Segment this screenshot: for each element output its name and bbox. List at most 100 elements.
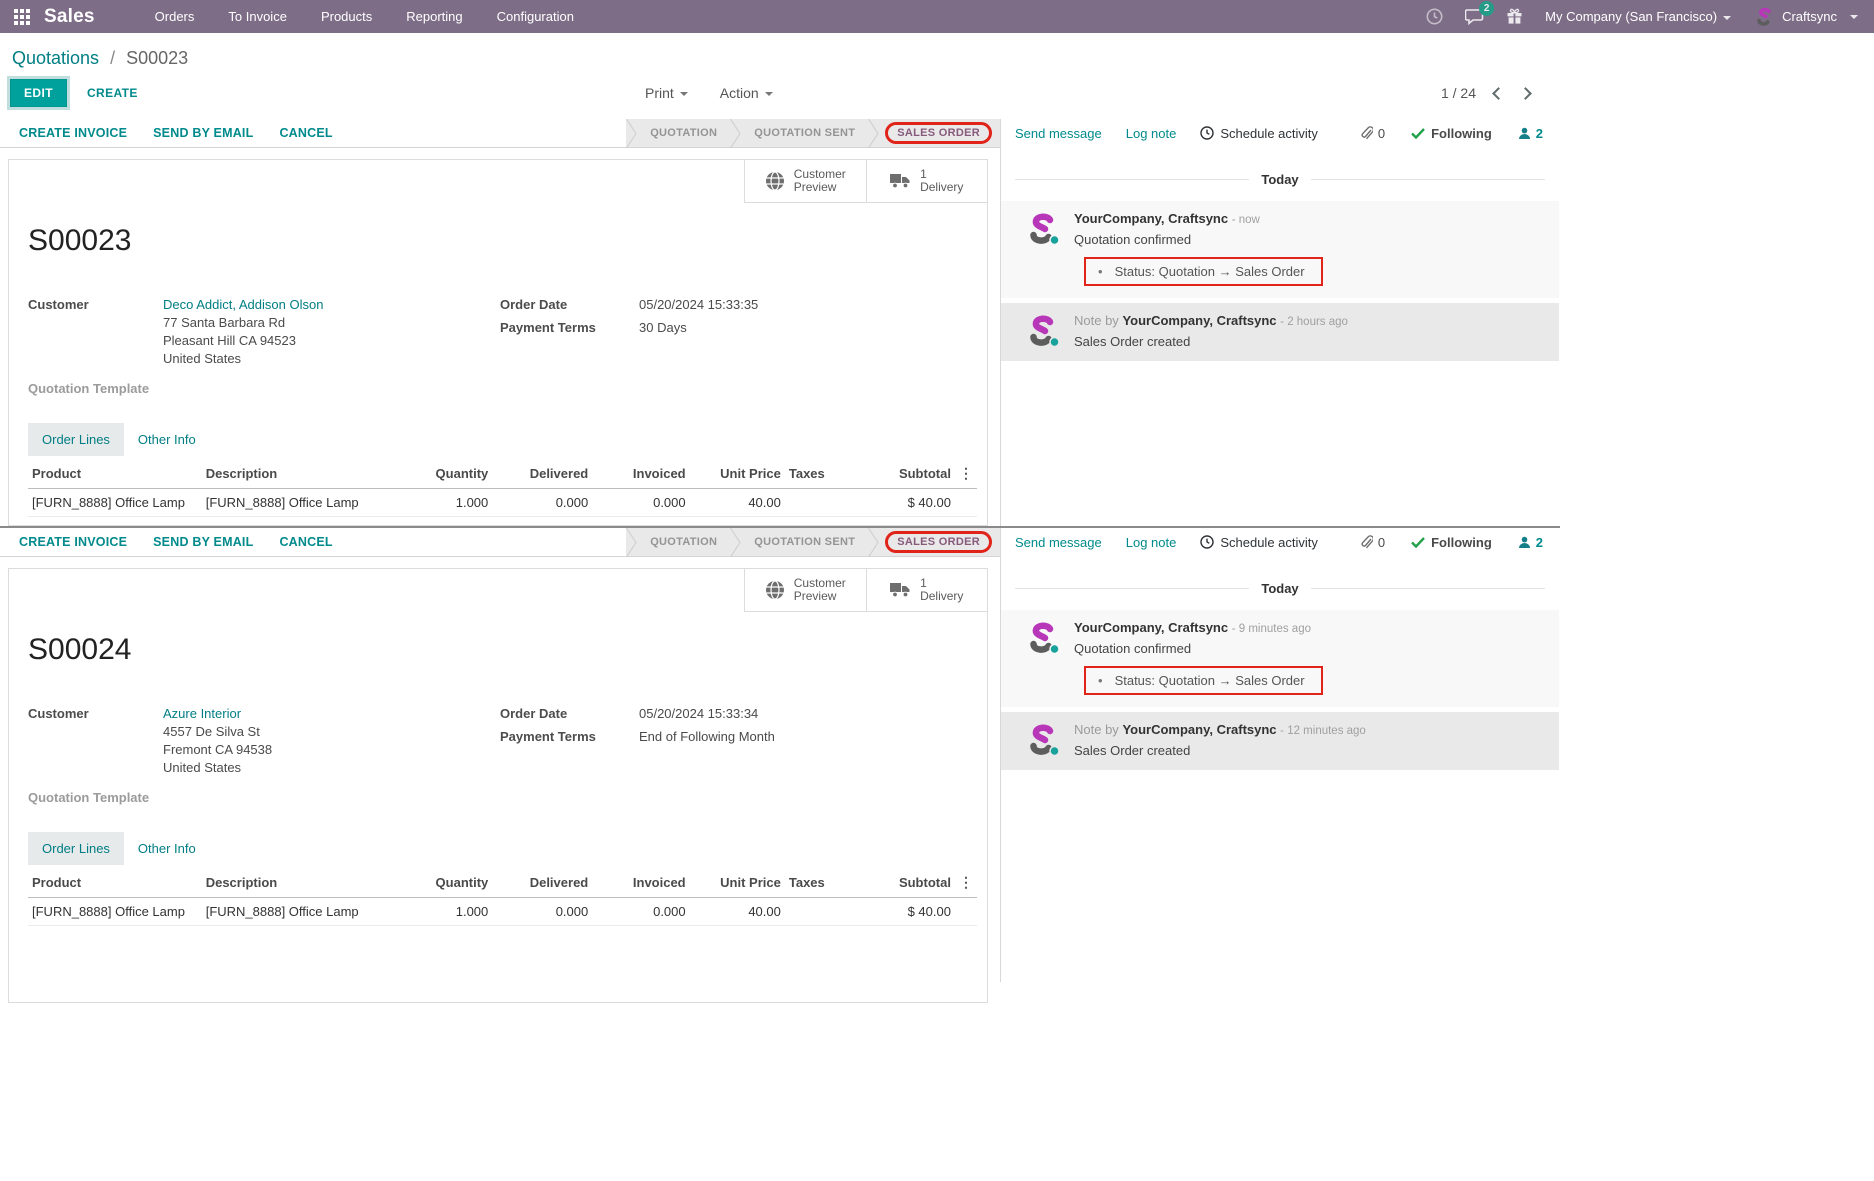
step-separator bbox=[868, 118, 879, 148]
edit-button[interactable]: EDIT bbox=[10, 79, 67, 107]
col-product: Product bbox=[28, 868, 202, 898]
schedule-activity-button[interactable]: Schedule activity bbox=[1200, 126, 1318, 141]
pager-previous-icon[interactable] bbox=[1492, 86, 1505, 100]
send-message-button[interactable]: Send message bbox=[1015, 125, 1102, 141]
user-menu[interactable]: Craftsync bbox=[1753, 6, 1858, 28]
chatter: Send message Log note Schedule activity … bbox=[1001, 528, 1559, 982]
day-divider: Today bbox=[1015, 172, 1545, 187]
payment-terms-value: 30 Days bbox=[639, 320, 687, 335]
log-note-button[interactable]: Log note bbox=[1125, 125, 1177, 141]
top-navbar: Sales Orders To Invoice Products Reporti… bbox=[0, 0, 1874, 33]
customer-preview-button[interactable]: Customer Preview bbox=[745, 160, 866, 202]
message-author[interactable]: YourCompany, Craftsync bbox=[1122, 722, 1277, 737]
activities-clock-icon[interactable] bbox=[1426, 8, 1443, 25]
create-button[interactable]: CREATE bbox=[86, 86, 138, 100]
record-s00023: CREATE INVOICE SEND BY EMAIL CANCEL QUOT… bbox=[0, 118, 1560, 526]
clock-icon bbox=[1200, 126, 1215, 140]
optional-columns-icon[interactable]: ⋮ bbox=[954, 459, 977, 489]
schedule-activity-button[interactable]: Schedule activity bbox=[1200, 535, 1318, 550]
order-lines-table: Product Description Quantity Delivered I… bbox=[28, 459, 977, 517]
tab-other-info[interactable]: Other Info bbox=[137, 841, 196, 856]
step-separator bbox=[730, 118, 741, 148]
status-step-quotation[interactable]: QUOTATION bbox=[650, 127, 718, 139]
order-line-row[interactable]: [FURN_8888] Office Lamp [FURN_8888] Offi… bbox=[28, 488, 977, 517]
send-by-email-button[interactable]: SEND BY EMAIL bbox=[153, 535, 254, 549]
note-prefix: Note by bbox=[1074, 722, 1119, 737]
form-sheet: Customer Preview 1 Delivery S00024 Custome… bbox=[8, 568, 988, 1003]
cancel-button[interactable]: CANCEL bbox=[279, 126, 333, 140]
status-step-quotation-sent[interactable]: QUOTATION SENT bbox=[754, 536, 856, 548]
globe-icon bbox=[765, 171, 784, 191]
customer-label: Customer bbox=[28, 297, 89, 312]
col-subtotal: Subtotal bbox=[866, 868, 955, 898]
col-taxes: Taxes bbox=[784, 868, 867, 898]
print-menu[interactable]: Print bbox=[645, 85, 688, 101]
quotation-template-label: Quotation Template bbox=[28, 381, 150, 396]
send-by-email-button[interactable]: SEND BY EMAIL bbox=[153, 126, 254, 140]
customer-link[interactable]: Deco Addict, Addison Olson bbox=[163, 297, 324, 312]
log-note-button[interactable]: Log note bbox=[1125, 534, 1177, 550]
step-separator bbox=[868, 527, 879, 557]
pager-next-icon[interactable] bbox=[1519, 86, 1532, 100]
chatter-note: Note by YourCompany, Craftsync - 12 minu… bbox=[1001, 712, 1559, 770]
message-author[interactable]: YourCompany, Craftsync bbox=[1122, 313, 1277, 328]
order-line-row[interactable]: [FURN_8888] Office Lamp [FURN_8888] Offi… bbox=[28, 897, 977, 926]
status-change-tracking-annotated: Status: Quotation → Sales Order bbox=[1084, 666, 1323, 695]
following-button[interactable]: Following bbox=[1411, 535, 1492, 550]
status-step-quotation-sent[interactable]: QUOTATION SENT bbox=[754, 127, 856, 139]
menu-reporting[interactable]: Reporting bbox=[406, 9, 463, 24]
messages-icon[interactable]: 2 bbox=[1465, 1, 1495, 25]
cancel-button[interactable]: CANCEL bbox=[279, 535, 333, 549]
chevron-down-icon bbox=[679, 92, 688, 97]
company-switcher[interactable]: My Company (San Francisco) bbox=[1545, 9, 1732, 24]
statusbar: CREATE INVOICE SEND BY EMAIL CANCEL QUOT… bbox=[0, 118, 1000, 148]
status-step-sales-order-annotated[interactable]: SALES ORDER bbox=[885, 531, 992, 553]
customer-preview-button[interactable]: Customer Preview bbox=[745, 569, 866, 611]
chevron-down-icon bbox=[764, 92, 773, 97]
day-divider: Today bbox=[1015, 581, 1545, 596]
tab-order-lines[interactable]: Order Lines bbox=[28, 832, 124, 865]
action-menu[interactable]: Action bbox=[720, 85, 773, 101]
menu-orders[interactable]: Orders bbox=[154, 9, 195, 24]
menu-products[interactable]: Products bbox=[320, 9, 373, 24]
create-invoice-button[interactable]: CREATE INVOICE bbox=[19, 535, 128, 549]
following-button[interactable]: Following bbox=[1411, 126, 1492, 141]
author-avatar bbox=[1024, 211, 1060, 247]
check-icon bbox=[1411, 127, 1425, 139]
order-date-label: Order Date bbox=[500, 706, 568, 721]
customer-label: Customer bbox=[28, 706, 89, 721]
apps-grid-icon[interactable] bbox=[14, 8, 30, 25]
menu-configuration[interactable]: Configuration bbox=[496, 9, 574, 24]
app-name[interactable]: Sales bbox=[44, 5, 95, 27]
message-author[interactable]: YourCompany, Craftsync bbox=[1074, 620, 1229, 635]
delivery-button[interactable]: 1 Delivery bbox=[865, 569, 988, 611]
send-message-button[interactable]: Send message bbox=[1015, 534, 1102, 550]
followers-button[interactable]: 2 bbox=[1518, 126, 1543, 141]
followers-button[interactable]: 2 bbox=[1518, 535, 1543, 550]
status-step-sales-order-annotated[interactable]: SALES ORDER bbox=[885, 122, 992, 144]
optional-columns-icon[interactable]: ⋮ bbox=[954, 868, 977, 898]
customer-address: 4557 De Silva St Fremont CA 94538 United… bbox=[163, 724, 273, 775]
attachment-count: 0 bbox=[1377, 125, 1386, 141]
step-separator bbox=[626, 527, 637, 557]
customer-link[interactable]: Azure Interior bbox=[163, 706, 242, 721]
col-taxes: Taxes bbox=[784, 459, 867, 489]
attachments-button[interactable]: 0 bbox=[1360, 535, 1385, 550]
col-subtotal: Subtotal bbox=[866, 459, 955, 489]
create-invoice-button[interactable]: CREATE INVOICE bbox=[19, 126, 128, 140]
tab-order-lines[interactable]: Order Lines bbox=[28, 423, 124, 456]
attachments-button[interactable]: 0 bbox=[1360, 126, 1385, 141]
delivery-button[interactable]: 1 Delivery bbox=[865, 160, 988, 202]
menu-to-invoice[interactable]: To Invoice bbox=[228, 9, 287, 24]
gift-icon[interactable] bbox=[1506, 8, 1523, 25]
message-count-badge: 2 bbox=[1479, 1, 1495, 16]
col-quantity: Quantity bbox=[408, 868, 493, 898]
step-separator bbox=[626, 118, 637, 148]
col-product: Product bbox=[28, 459, 202, 489]
status-step-quotation[interactable]: QUOTATION bbox=[650, 536, 718, 548]
tab-other-info[interactable]: Other Info bbox=[137, 432, 196, 447]
main-menu: Orders To Invoice Products Reporting Con… bbox=[155, 9, 574, 24]
message-author[interactable]: YourCompany, Craftsync bbox=[1074, 211, 1229, 226]
breadcrumb-quotations[interactable]: Quotations bbox=[12, 48, 100, 68]
globe-icon bbox=[765, 580, 784, 600]
